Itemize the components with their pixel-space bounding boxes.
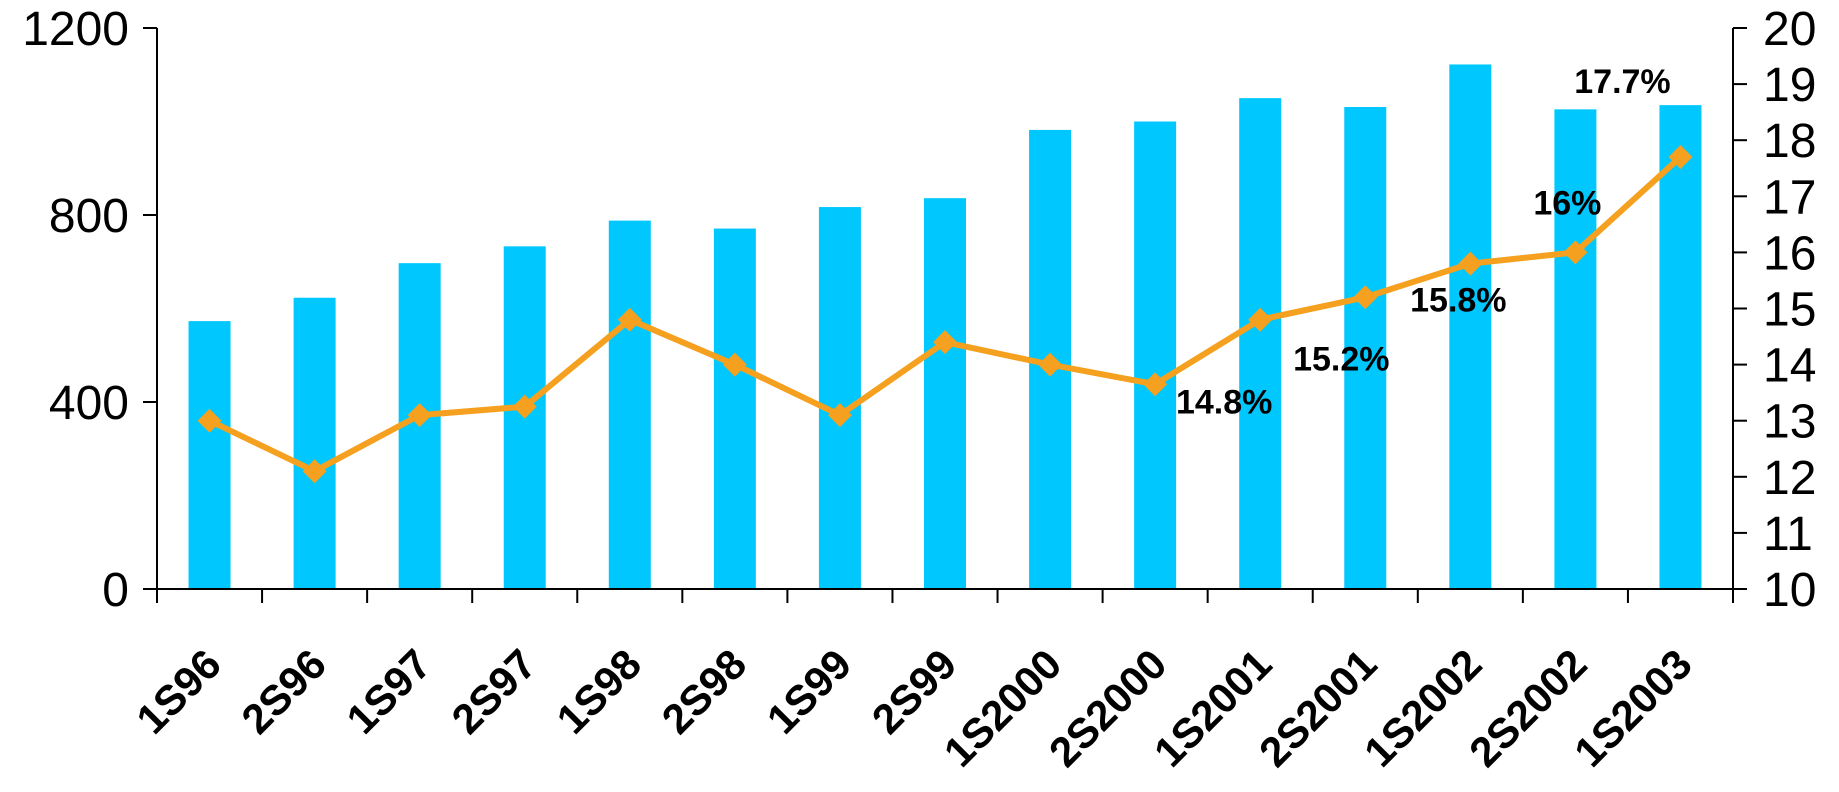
line-point-2S97	[512, 394, 537, 419]
x-category-label: 2S96	[232, 640, 335, 743]
x-category-label: 1S98	[548, 640, 651, 743]
data-label: 15.8%	[1410, 282, 1506, 320]
right-tick-label: 15	[1763, 284, 1816, 337]
line-point-2S2002	[1563, 240, 1588, 265]
x-category-label: 2S2001	[1250, 640, 1386, 776]
line-point-1S96	[197, 408, 222, 433]
bar-2S99	[924, 198, 966, 590]
line-point-1S99	[827, 403, 852, 428]
line-point-2S2000	[1143, 372, 1168, 397]
x-category-label: 1S2003	[1565, 640, 1701, 776]
data-label: 16%	[1533, 184, 1601, 222]
left-tick-label: 800	[49, 190, 129, 243]
line-point-2S2001	[1353, 285, 1378, 310]
x-category-label: 1S2002	[1355, 640, 1491, 776]
bar-2S2000	[1134, 121, 1177, 589]
line-point-1S2001	[1248, 307, 1273, 332]
x-category-label: 1S97	[337, 640, 440, 743]
right-tick-label: 14	[1763, 340, 1816, 393]
line-point-2S96	[302, 459, 327, 484]
bar-1S96	[188, 321, 231, 589]
right-tick-label: 11	[1763, 508, 1813, 561]
bar-1S98	[608, 220, 651, 590]
data-label: 17.7%	[1574, 63, 1670, 101]
bar-2S98	[713, 228, 756, 589]
right-tick-label: 13	[1763, 396, 1816, 449]
right-tick-label: 19	[1763, 59, 1816, 112]
data-label: 14.8%	[1176, 384, 1272, 422]
bar-1S2002	[1449, 64, 1492, 590]
line-point-1S97	[407, 403, 432, 428]
left-tick-label: 1200	[22, 3, 129, 56]
x-category-label: 1S2000	[935, 640, 1071, 776]
x-category-label: 2S97	[443, 640, 546, 743]
line-point-1S98	[617, 307, 642, 332]
x-category-label: 2S2002	[1460, 640, 1596, 776]
bar-2S96	[293, 297, 336, 589]
right-tick-label: 17	[1763, 171, 1816, 224]
bar-1S2001	[1239, 98, 1282, 589]
line-series	[197, 145, 1693, 484]
bar-1S2003	[1659, 105, 1702, 589]
right-tick-label: 16	[1763, 227, 1816, 280]
x-category-label: 2S98	[653, 640, 756, 743]
bar-2S2002	[1554, 109, 1597, 589]
line-point-1S2003	[1668, 145, 1693, 170]
x-category-label: 2S2000	[1040, 640, 1176, 776]
data-label: 15.2%	[1293, 340, 1389, 378]
x-category-label: 1S99	[758, 640, 861, 743]
left-tick-label: 0	[102, 564, 129, 617]
right-tick-label: 12	[1763, 452, 1816, 505]
line-point-1S2000	[1038, 352, 1063, 377]
tick-marks	[143, 27, 1747, 603]
line-point-2S99	[933, 330, 957, 355]
line-point-2S98	[722, 352, 747, 377]
right-tick-label: 20	[1763, 3, 1816, 56]
line-point-1S2002	[1458, 251, 1483, 276]
x-category-label: 1S2001	[1145, 640, 1281, 776]
x-category-label: 1S96	[127, 640, 230, 743]
right-tick-label: 18	[1763, 115, 1816, 168]
bar-series	[188, 64, 1702, 590]
bar-1S99	[818, 207, 861, 590]
bar-2S2001	[1344, 107, 1387, 589]
right-tick-label: 10	[1763, 564, 1816, 617]
left-tick-label: 400	[49, 377, 129, 430]
